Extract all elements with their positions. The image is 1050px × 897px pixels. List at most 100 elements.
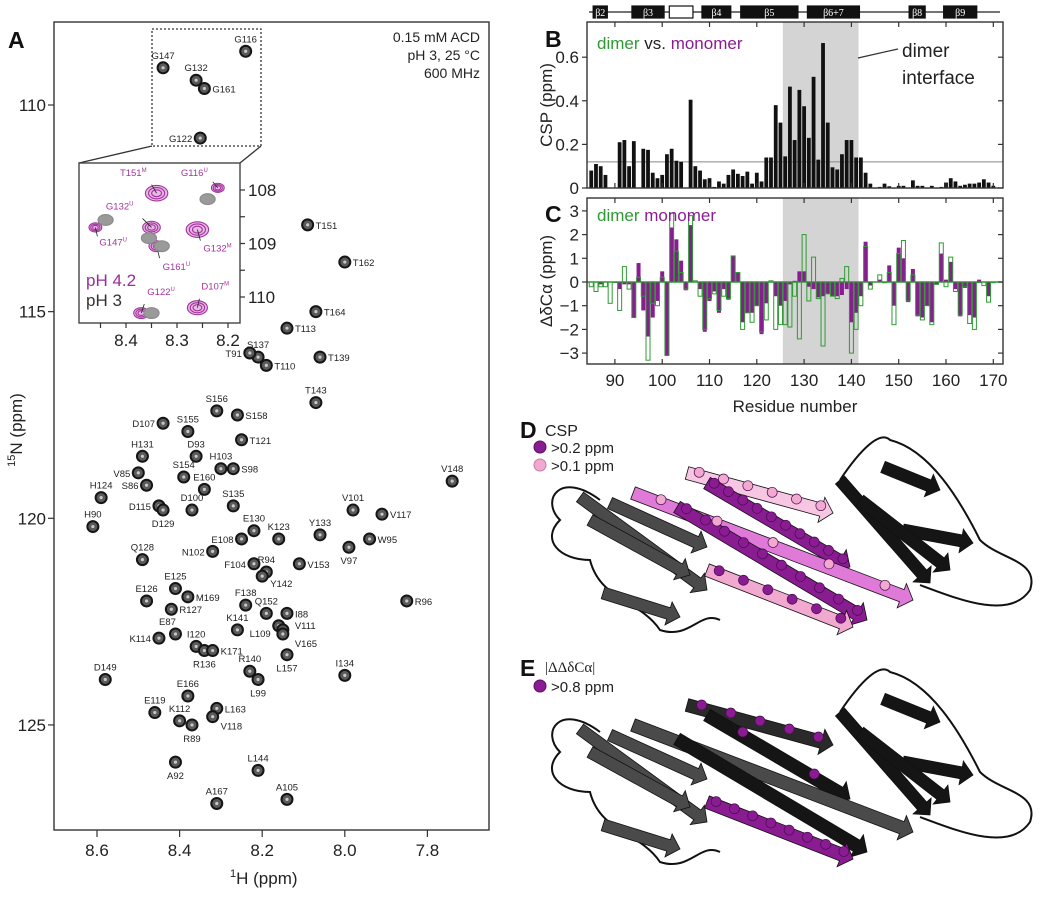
dimer-bar xyxy=(811,256,817,283)
legend-monomer: monomer xyxy=(671,34,743,53)
residue-sphere xyxy=(811,603,822,615)
legend-title-ddca: |ΔΔδCα| xyxy=(545,660,595,676)
csp-bar xyxy=(792,140,797,188)
residue-sphere xyxy=(696,699,707,711)
csp-bar xyxy=(735,173,740,188)
peak-contour xyxy=(189,302,206,314)
csp-bar xyxy=(759,181,764,188)
csp-bar xyxy=(977,182,982,188)
peak: D149 xyxy=(94,662,117,686)
peak-label: K112 xyxy=(169,704,190,715)
peak-label: T139 xyxy=(328,353,350,364)
monomer-bar xyxy=(962,282,967,288)
dimer-bar xyxy=(697,281,703,297)
csp-bar xyxy=(721,183,726,188)
monomer-bar xyxy=(660,271,665,282)
csp-bar xyxy=(698,170,702,188)
peak: Y133 xyxy=(309,518,331,542)
peak-center xyxy=(347,545,351,549)
peak-center xyxy=(351,508,355,512)
dimer-bar xyxy=(986,281,992,303)
dimer-bar xyxy=(792,281,798,297)
dimer-bar xyxy=(598,281,604,288)
monomer-bar xyxy=(915,282,920,317)
csp-bar xyxy=(750,183,754,188)
csp-bar xyxy=(868,183,873,188)
beta-strand xyxy=(880,692,941,730)
dimer-bar xyxy=(650,281,656,304)
inset-peak-label: G132M xyxy=(203,244,231,255)
csp-bar xyxy=(958,185,963,188)
peak-leader xyxy=(197,298,200,308)
dimer-bar xyxy=(976,281,982,283)
peak-label: R89 xyxy=(183,734,200,745)
peak: V118 xyxy=(206,710,242,733)
peak: V117 xyxy=(375,507,411,521)
peak-center xyxy=(202,487,206,491)
peak-center xyxy=(169,607,173,611)
inset-peak-label: T151M xyxy=(120,168,147,179)
peak: K114 xyxy=(129,631,166,645)
dimer-bar xyxy=(702,281,708,330)
ss-strand xyxy=(908,5,926,19)
peak-center xyxy=(140,558,145,562)
residue-sphere xyxy=(757,548,768,560)
csp-bar xyxy=(679,161,684,188)
ss-loop-box xyxy=(668,5,694,19)
csp-bar xyxy=(910,180,915,188)
monomer-bar xyxy=(754,282,759,306)
peak: T113 xyxy=(280,321,316,335)
inset-peak: G116U xyxy=(181,168,225,194)
monomer-bar xyxy=(854,282,859,313)
ss-label: β6+7 xyxy=(823,8,844,19)
beta-strand xyxy=(684,698,834,756)
inset-peak-label: G132U xyxy=(106,201,134,212)
peak-center xyxy=(211,549,215,553)
peak-label: H103 xyxy=(210,452,233,463)
peak-label: V165 xyxy=(295,639,317,650)
interface-pointer xyxy=(857,48,899,59)
dimer-bar xyxy=(768,280,774,283)
csp-bar xyxy=(627,166,631,188)
monomer-bar xyxy=(759,282,764,335)
csp-bar xyxy=(830,167,835,188)
structure-delta-ca xyxy=(550,668,1033,868)
dimer-bar xyxy=(602,281,608,288)
dimer-bar xyxy=(626,281,632,290)
peak-contour xyxy=(97,214,114,226)
dimer-bar xyxy=(801,234,807,283)
residue-sphere xyxy=(754,715,766,727)
dimer-bar xyxy=(981,281,987,287)
peak-center xyxy=(231,467,235,471)
inset-peak-ph3 xyxy=(143,307,160,319)
dimer-bar xyxy=(967,281,973,324)
monomer-bar xyxy=(977,279,982,282)
peak-label: V97 xyxy=(340,556,357,567)
peak-center xyxy=(235,413,240,417)
legend-csp-weak: >0.1 ppm xyxy=(551,458,614,475)
residue-sphere xyxy=(776,559,787,571)
peak-label: T121 xyxy=(250,436,272,447)
peak-contour xyxy=(192,304,203,312)
peak-label: E119 xyxy=(144,696,165,707)
dimer-bar xyxy=(664,281,670,356)
annotation-dimer: dimer xyxy=(902,41,950,62)
dimer-bar xyxy=(725,281,731,300)
dimer-bar xyxy=(740,281,746,330)
legend-title-csp: CSP xyxy=(545,423,578,440)
dimer-bar xyxy=(905,281,911,302)
x-tick-label: 110 xyxy=(696,371,723,390)
inset-peak-label: G122U xyxy=(147,287,175,298)
peak-label: V101 xyxy=(342,493,364,504)
dimer-bar xyxy=(844,266,850,283)
panel-a-xlabel: 1H (ppm) xyxy=(230,868,298,888)
csp-bar xyxy=(849,140,854,188)
csp-bar xyxy=(650,172,655,188)
peak-leader xyxy=(212,181,219,189)
peak-label: E126 xyxy=(135,584,157,595)
axis-label-text: H (ppm) xyxy=(236,869,297,888)
csp-bar xyxy=(963,184,967,188)
peak: S156 xyxy=(206,394,228,418)
dimer-bar xyxy=(863,245,869,283)
legend-sphere-weak-icon xyxy=(533,458,547,472)
